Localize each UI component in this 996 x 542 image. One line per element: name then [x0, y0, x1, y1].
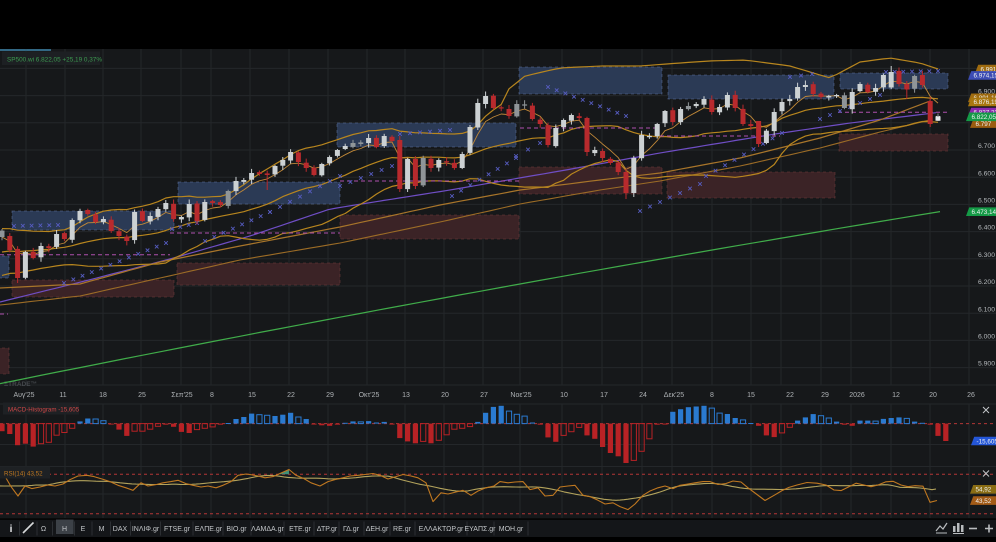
svg-text:26: 26	[967, 392, 975, 399]
svg-text:ΕΛΛΑΚΤΩΡ.gr: ΕΛΛΑΚΤΩΡ.gr	[419, 526, 464, 533]
svg-text:6.600: 6.600	[978, 170, 995, 177]
svg-text:Αυγ'25: Αυγ'25	[13, 392, 34, 399]
svg-text:ΔΤΡ.gr: ΔΤΡ.gr	[317, 526, 338, 533]
svg-text:DAX: DAX	[113, 526, 128, 533]
svg-text:6.974,15: 6.974,15	[974, 73, 996, 80]
svg-text:ΓΔ.gr: ΓΔ.gr	[343, 526, 360, 533]
svg-text:25: 25	[138, 392, 146, 399]
svg-text:20: 20	[929, 392, 937, 399]
svg-text:43,52: 43,52	[976, 498, 992, 505]
svg-text:ΙΝΛΙΦ.gr: ΙΝΛΙΦ.gr	[132, 526, 160, 533]
svg-text:-15,605: -15,605	[977, 438, 996, 445]
svg-text:22: 22	[287, 392, 295, 399]
svg-text:6.822,05: 6.822,05	[972, 114, 996, 121]
svg-text:6.300: 6.300	[978, 252, 995, 259]
svg-text:13: 13	[402, 392, 410, 399]
svg-text:17: 17	[600, 392, 608, 399]
svg-text:6.000: 6.000	[978, 334, 995, 341]
svg-text:RSI(14) 43,52: RSI(14) 43,52	[4, 471, 43, 478]
svg-text:Μ: Μ	[99, 526, 105, 533]
svg-text:15: 15	[248, 392, 256, 399]
svg-text:6.100: 6.100	[978, 306, 995, 313]
svg-text:Ε: Ε	[81, 526, 86, 533]
svg-text:10: 10	[560, 392, 568, 399]
svg-text:54,92: 54,92	[976, 487, 992, 494]
svg-text:6.400: 6.400	[978, 225, 995, 232]
svg-text:6.500: 6.500	[978, 198, 995, 205]
svg-text:8: 8	[210, 392, 214, 399]
svg-text:29: 29	[326, 392, 334, 399]
svg-text:RE.gr: RE.gr	[393, 526, 412, 533]
svg-text:SP500.wi 6.822,05 +25,19 0,3: SP500.wi 6.822,05 +25,19 0,37%	[7, 57, 102, 64]
svg-text:18: 18	[99, 392, 107, 399]
svg-text:6.200: 6.200	[978, 279, 995, 286]
svg-text:2026: 2026	[849, 392, 865, 399]
svg-text:Σεπ'25: Σεπ'25	[171, 392, 193, 399]
svg-text:ΒΙΟ.gr: ΒΙΟ.gr	[226, 526, 247, 533]
svg-text:6.700: 6.700	[978, 143, 995, 150]
svg-text:27: 27	[480, 392, 488, 399]
svg-text:12: 12	[892, 392, 900, 399]
svg-text:FTSE.gr: FTSE.gr	[164, 526, 191, 533]
svg-text:15: 15	[747, 392, 755, 399]
svg-text:Η: Η	[62, 526, 67, 533]
svg-text:11: 11	[59, 392, 66, 399]
svg-text:22: 22	[786, 392, 794, 399]
svg-text:29: 29	[821, 392, 829, 399]
svg-text:i: i	[10, 524, 13, 535]
svg-text:Δεκ'25: Δεκ'25	[664, 392, 685, 399]
svg-text:Ω: Ω	[41, 526, 46, 533]
svg-text:Νοε'25: Νοε'25	[510, 392, 531, 399]
svg-text:Οκτ'25: Οκτ'25	[359, 392, 380, 399]
svg-text:8: 8	[710, 392, 714, 399]
svg-text:ΕΛΠΕ.gr: ΕΛΠΕ.gr	[195, 526, 223, 533]
svg-text:ΜΟΗ.gr: ΜΟΗ.gr	[499, 526, 524, 533]
svg-text:6.473,14: 6.473,14	[972, 209, 996, 216]
svg-text:20: 20	[441, 392, 449, 399]
svg-text:ΔΕΗ.gr: ΔΕΗ.gr	[366, 526, 389, 533]
svg-text:ΕΥΑΠΣ.gr: ΕΥΑΠΣ.gr	[464, 526, 496, 533]
svg-text:MACD-Histogram -15,605: MACD-Histogram -15,605	[8, 406, 80, 413]
svg-text:ΕΤΕ.gr: ΕΤΕ.gr	[289, 526, 311, 533]
svg-text:ΛΑΜΔΑ.gr: ΛΑΜΔΑ.gr	[251, 526, 284, 533]
svg-text:5.900: 5.900	[978, 361, 995, 368]
svg-text:24: 24	[639, 392, 647, 399]
svg-text:6.876,19: 6.876,19	[974, 99, 996, 106]
svg-text:6.797: 6.797	[976, 121, 992, 128]
